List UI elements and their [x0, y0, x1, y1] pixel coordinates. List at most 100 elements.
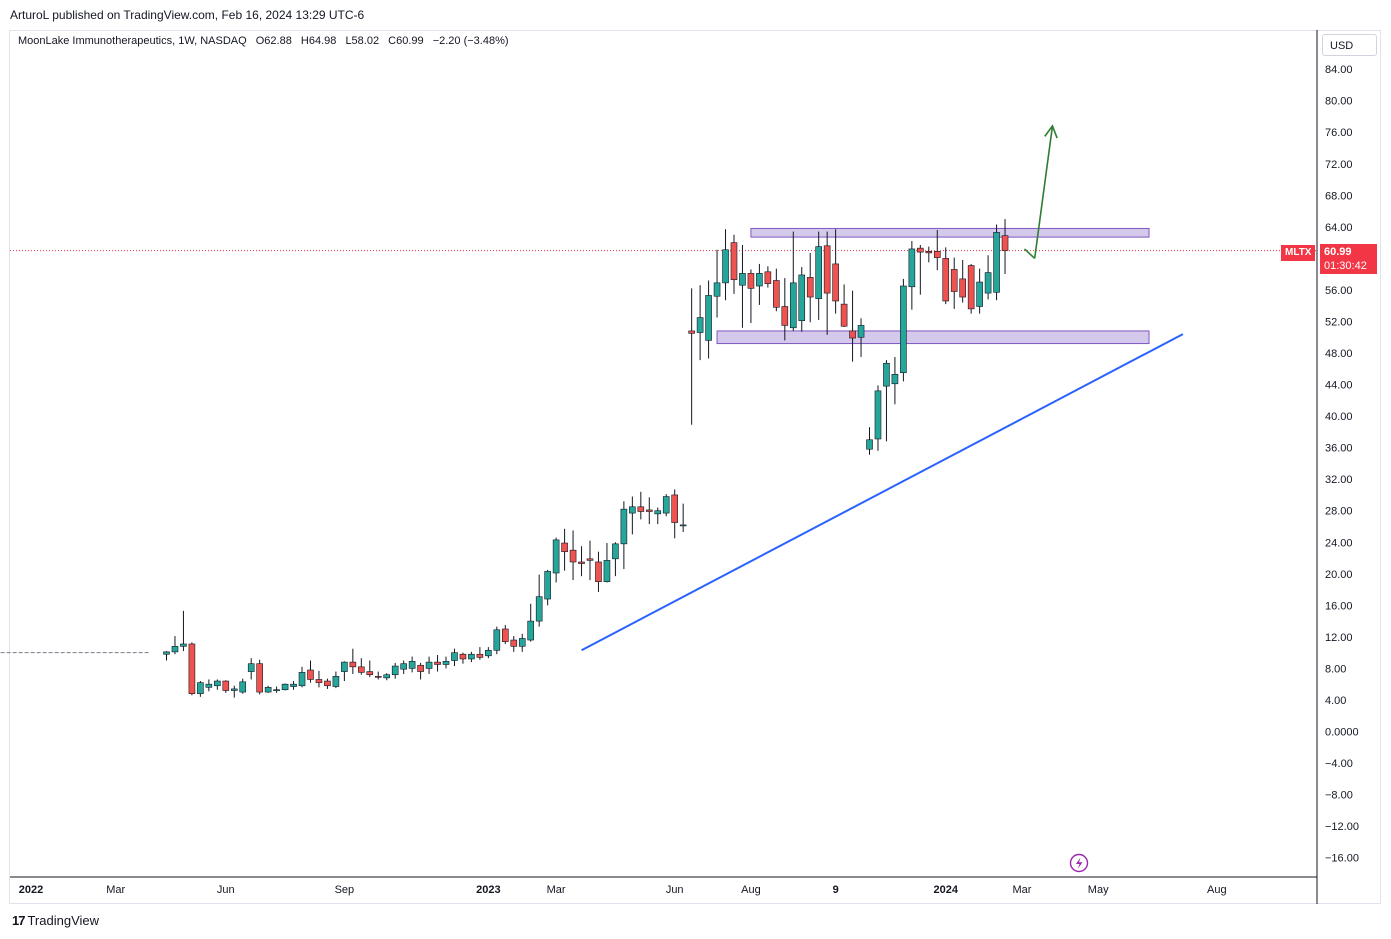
candle [662, 494, 670, 517]
candle-body [493, 629, 501, 651]
candle-body [688, 330, 695, 334]
candle-body [866, 439, 873, 450]
candle-body [874, 390, 882, 440]
candle [366, 660, 374, 678]
candle [815, 231, 822, 320]
time-tick-label: 2023 [476, 884, 500, 896]
candle [798, 267, 806, 332]
price-tick-label: 4.00 [1325, 695, 1346, 707]
candle-body [239, 681, 247, 693]
candle [1001, 219, 1009, 275]
candle-body [883, 362, 890, 387]
candle-body [561, 542, 568, 553]
candle-body [993, 232, 1000, 293]
candle-body [645, 509, 653, 512]
time-tick-label: Mar [106, 884, 125, 896]
candle-body [163, 651, 170, 655]
candle-body [832, 263, 839, 302]
candle [696, 285, 704, 361]
candle [857, 318, 865, 357]
candle [391, 662, 399, 679]
candles-layer [163, 219, 1009, 698]
candle-body [925, 251, 933, 254]
candle [163, 651, 170, 661]
price-tick-label: −4.00 [1325, 758, 1353, 770]
candle-body [756, 273, 763, 287]
candle-body [959, 278, 966, 298]
candle-body [629, 506, 636, 514]
candle-body [967, 265, 975, 310]
candle [883, 360, 890, 442]
candle-body [984, 272, 992, 294]
candle [925, 246, 933, 263]
candle-body [976, 281, 983, 307]
candle [400, 660, 407, 674]
price-tick-label: 36.00 [1325, 443, 1353, 455]
candle-body [180, 643, 187, 647]
candle-body [620, 508, 628, 545]
candle-body [569, 549, 577, 563]
candle [535, 574, 543, 627]
candle-body [442, 661, 450, 665]
candle-body [307, 669, 314, 680]
candle [900, 278, 907, 382]
lightning-icon[interactable] [1069, 853, 1089, 873]
candle-body [434, 661, 441, 665]
candle [188, 642, 196, 696]
tradingview-brand[interactable]: 17 TradingView [12, 913, 99, 928]
candle [730, 234, 738, 294]
candle-body [815, 246, 822, 299]
price-tick-label: 56.00 [1325, 285, 1353, 297]
price-tick-label: 64.00 [1325, 222, 1353, 234]
candle-body [1001, 235, 1009, 251]
candle-body [205, 683, 213, 688]
candle [307, 660, 314, 683]
price-tick-label: 84.00 [1325, 64, 1353, 76]
time-tick-label: 9 [833, 884, 839, 896]
candle [832, 229, 839, 314]
candle-body [425, 661, 433, 669]
candle [298, 666, 306, 688]
candle [722, 229, 729, 301]
time-tick-label: May [1088, 884, 1109, 896]
candle [417, 662, 424, 680]
price-tick-label: 20.00 [1325, 569, 1353, 581]
candle [349, 648, 357, 674]
price-tick-label: 32.00 [1325, 474, 1353, 486]
candle [425, 656, 433, 674]
candle-body [552, 539, 560, 574]
candle [569, 530, 577, 581]
candle [984, 255, 992, 300]
candle [468, 651, 475, 663]
candle [950, 257, 958, 309]
candle-body [595, 561, 602, 582]
candle [561, 528, 568, 571]
ticker-label: MLTX [1281, 245, 1316, 261]
candle-body [917, 247, 924, 253]
price-tick-label: 72.00 [1325, 159, 1353, 171]
trendline [581, 333, 1184, 652]
last-price-value: 60.99 [1324, 246, 1352, 258]
candle [789, 231, 797, 331]
candle [942, 247, 950, 305]
candle-body [773, 280, 780, 308]
publisher-header: ArturoL published on TradingView.com, Fe… [10, 8, 365, 22]
candle-body [247, 663, 255, 672]
candle [967, 263, 975, 314]
candle-body [544, 571, 551, 600]
candle [713, 249, 721, 318]
candle-body [840, 303, 848, 327]
candle [171, 636, 179, 655]
candle [688, 288, 695, 425]
candle [671, 489, 679, 539]
candle-body [391, 665, 399, 676]
candle-body [408, 661, 416, 669]
support-zone [716, 330, 1150, 345]
price-tick-label: 12.00 [1325, 632, 1353, 644]
time-axis: 2022 Mar Jun Sep 2023 Mar Jun Aug 9 2024 Mar May Aug [10, 876, 1317, 896]
time-tick-label: Sep [335, 884, 355, 896]
candle-body [264, 687, 272, 693]
currency-button[interactable]: USD [1322, 34, 1377, 56]
candle-body [332, 676, 340, 687]
